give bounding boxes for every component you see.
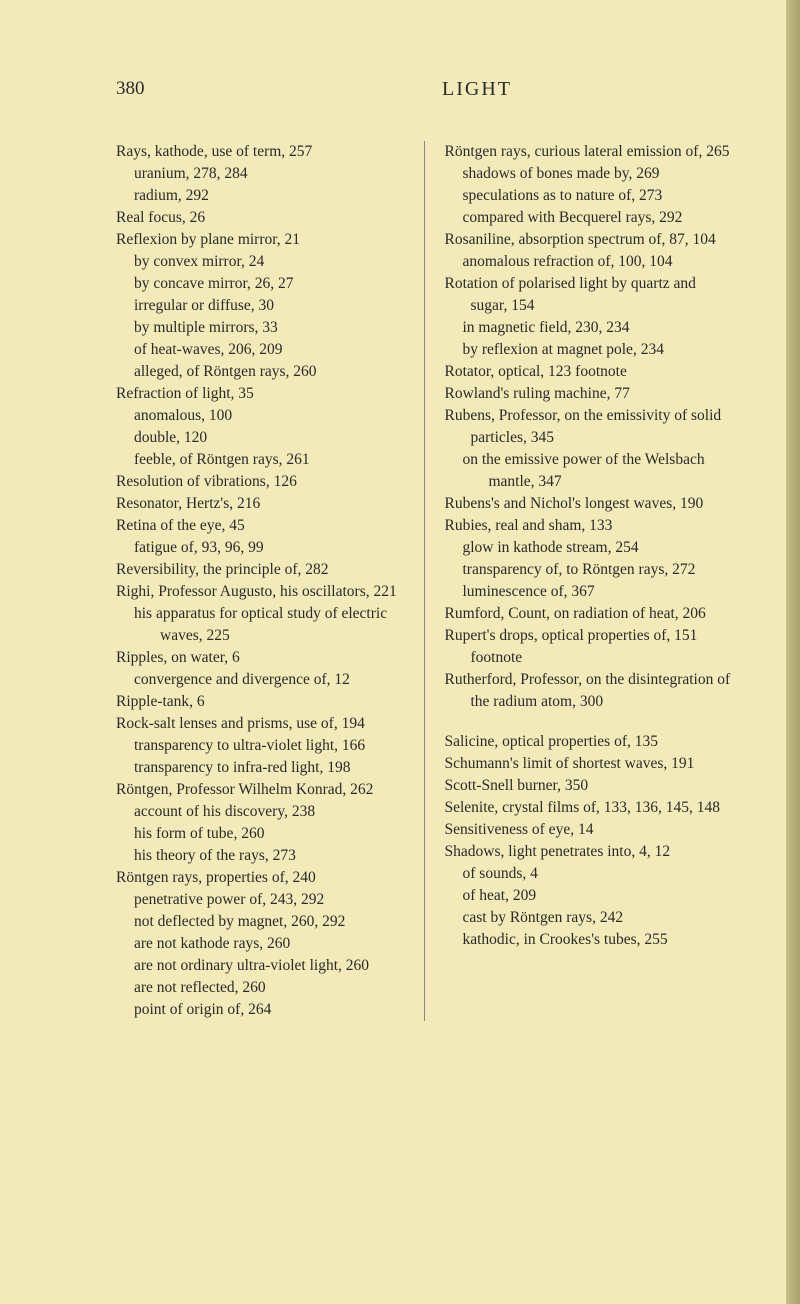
column-divider	[424, 141, 425, 1021]
index-entry: by concave mirror, 26, 27	[116, 273, 404, 295]
index-entry: penetrative power of, 243, 292	[116, 889, 404, 911]
index-entry: of heat, 209	[445, 885, 733, 907]
index-entry: Retina of the eye, 45	[116, 515, 404, 537]
index-entry: Rays, kathode, use of term, 257	[116, 141, 404, 163]
index-entry: Reversibility, the principle of, 282	[116, 559, 404, 581]
index-entry: Sensitiveness of eye, 14	[445, 819, 733, 841]
index-entry: his apparatus for optical study of elect…	[116, 603, 404, 647]
index-entry: account of his discovery, 238	[116, 801, 404, 823]
index-entry: convergence and divergence of, 12	[116, 669, 404, 691]
index-entry: shadows of bones made by, 269	[445, 163, 733, 185]
index-entry: Röntgen, Professor Wilhelm Konrad, 262	[116, 779, 404, 801]
index-entry: Real focus, 26	[116, 207, 404, 229]
index-entry: on the emissive power of the Welsbach ma…	[445, 449, 733, 493]
index-entry: feeble, of Röntgen rays, 261	[116, 449, 404, 471]
page-container: 380 LIGHT Rays, kathode, use of term, 25…	[0, 0, 800, 1081]
index-entry: Rotator, optical, 123 footnote	[445, 361, 733, 383]
page-number: 380	[116, 78, 145, 101]
index-entry: compared with Becquerel rays, 292	[445, 207, 733, 229]
index-entry: not deflected by magnet, 260, 292	[116, 911, 404, 933]
index-entry: his form of tube, 260	[116, 823, 404, 845]
index-entry: anomalous refraction of, 100, 104	[445, 251, 733, 273]
index-entry: Refraction of light, 35	[116, 383, 404, 405]
index-entry: Rubies, real and sham, 133	[445, 515, 733, 537]
index-entry: speculations as to nature of, 273	[445, 185, 733, 207]
index-entry: Righi, Professor Augusto, his oscillator…	[116, 581, 404, 603]
index-entry	[445, 713, 733, 731]
index-columns: Rays, kathode, use of term, 257uranium, …	[116, 141, 732, 1021]
index-entry: irregular or diffuse, 30	[116, 295, 404, 317]
index-entry: Salicine, optical properties of, 135	[445, 731, 733, 753]
index-entry: Rutherford, Professor, on the disintegra…	[445, 669, 733, 713]
index-entry: are not reflected, 260	[116, 977, 404, 999]
index-entry: Selenite, crystal films of, 133, 136, 14…	[445, 797, 733, 819]
index-entry: transparency to ultra-violet light, 166	[116, 735, 404, 757]
index-entry: Rotation of polarised light by quartz an…	[445, 273, 733, 317]
index-entry: Rowland's ruling machine, 77	[445, 383, 733, 405]
index-entry: Shadows, light penetrates into, 4, 12	[445, 841, 733, 863]
index-entry: Rubens, Professor, on the emissivity of …	[445, 405, 733, 449]
index-entry: Röntgen rays, properties of, 240	[116, 867, 404, 889]
page-edge-shadow	[786, 0, 800, 1304]
index-entry: Resonator, Hertz's, 216	[116, 493, 404, 515]
right-column: Röntgen rays, curious lateral emission o…	[445, 141, 733, 1021]
index-entry: Rosaniline, absorption spectrum of, 87, …	[445, 229, 733, 251]
index-entry: transparency to infra-red light, 198	[116, 757, 404, 779]
index-entry: Schumann's limit of shortest waves, 191	[445, 753, 733, 775]
index-entry: fatigue of, 93, 96, 99	[116, 537, 404, 559]
left-column: Rays, kathode, use of term, 257uranium, …	[116, 141, 404, 1021]
index-entry: alleged, of Röntgen rays, 260	[116, 361, 404, 383]
index-entry: double, 120	[116, 427, 404, 449]
index-entry: kathodic, in Crookes's tubes, 255	[445, 929, 733, 951]
index-entry: Röntgen rays, curious lateral emission o…	[445, 141, 733, 163]
page-title: LIGHT	[442, 78, 512, 101]
index-entry: radium, 292	[116, 185, 404, 207]
index-entry: Resolution of vibrations, 126	[116, 471, 404, 493]
index-entry: by reflexion at magnet pole, 234	[445, 339, 733, 361]
index-entry: Rubens's and Nichol's longest waves, 190	[445, 493, 733, 515]
index-entry: Ripple-tank, 6	[116, 691, 404, 713]
index-entry: by convex mirror, 24	[116, 251, 404, 273]
index-entry: by multiple mirrors, 33	[116, 317, 404, 339]
index-entry: Rumford, Count, on radiation of heat, 20…	[445, 603, 733, 625]
index-entry: Scott-Snell burner, 350	[445, 775, 733, 797]
index-entry: transparency of, to Röntgen rays, 272	[445, 559, 733, 581]
index-entry: Ripples, on water, 6	[116, 647, 404, 669]
index-entry: Rock-salt lenses and prisms, use of, 194	[116, 713, 404, 735]
index-entry: Reflexion by plane mirror, 21	[116, 229, 404, 251]
index-entry: are not ordinary ultra-violet light, 260	[116, 955, 404, 977]
index-entry: point of origin of, 264	[116, 999, 404, 1021]
index-entry: glow in kathode stream, 254	[445, 537, 733, 559]
index-entry: cast by Röntgen rays, 242	[445, 907, 733, 929]
index-entry: of heat-waves, 206, 209	[116, 339, 404, 361]
index-entry: of sounds, 4	[445, 863, 733, 885]
index-entry: luminescence of, 367	[445, 581, 733, 603]
index-entry: anomalous, 100	[116, 405, 404, 427]
index-entry: his theory of the rays, 273	[116, 845, 404, 867]
index-entry: in magnetic field, 230, 234	[445, 317, 733, 339]
index-entry: are not kathode rays, 260	[116, 933, 404, 955]
page-header: 380 LIGHT	[116, 78, 732, 101]
index-entry: uranium, 278, 284	[116, 163, 404, 185]
index-entry: Rupert's drops, optical properties of, 1…	[445, 625, 733, 669]
